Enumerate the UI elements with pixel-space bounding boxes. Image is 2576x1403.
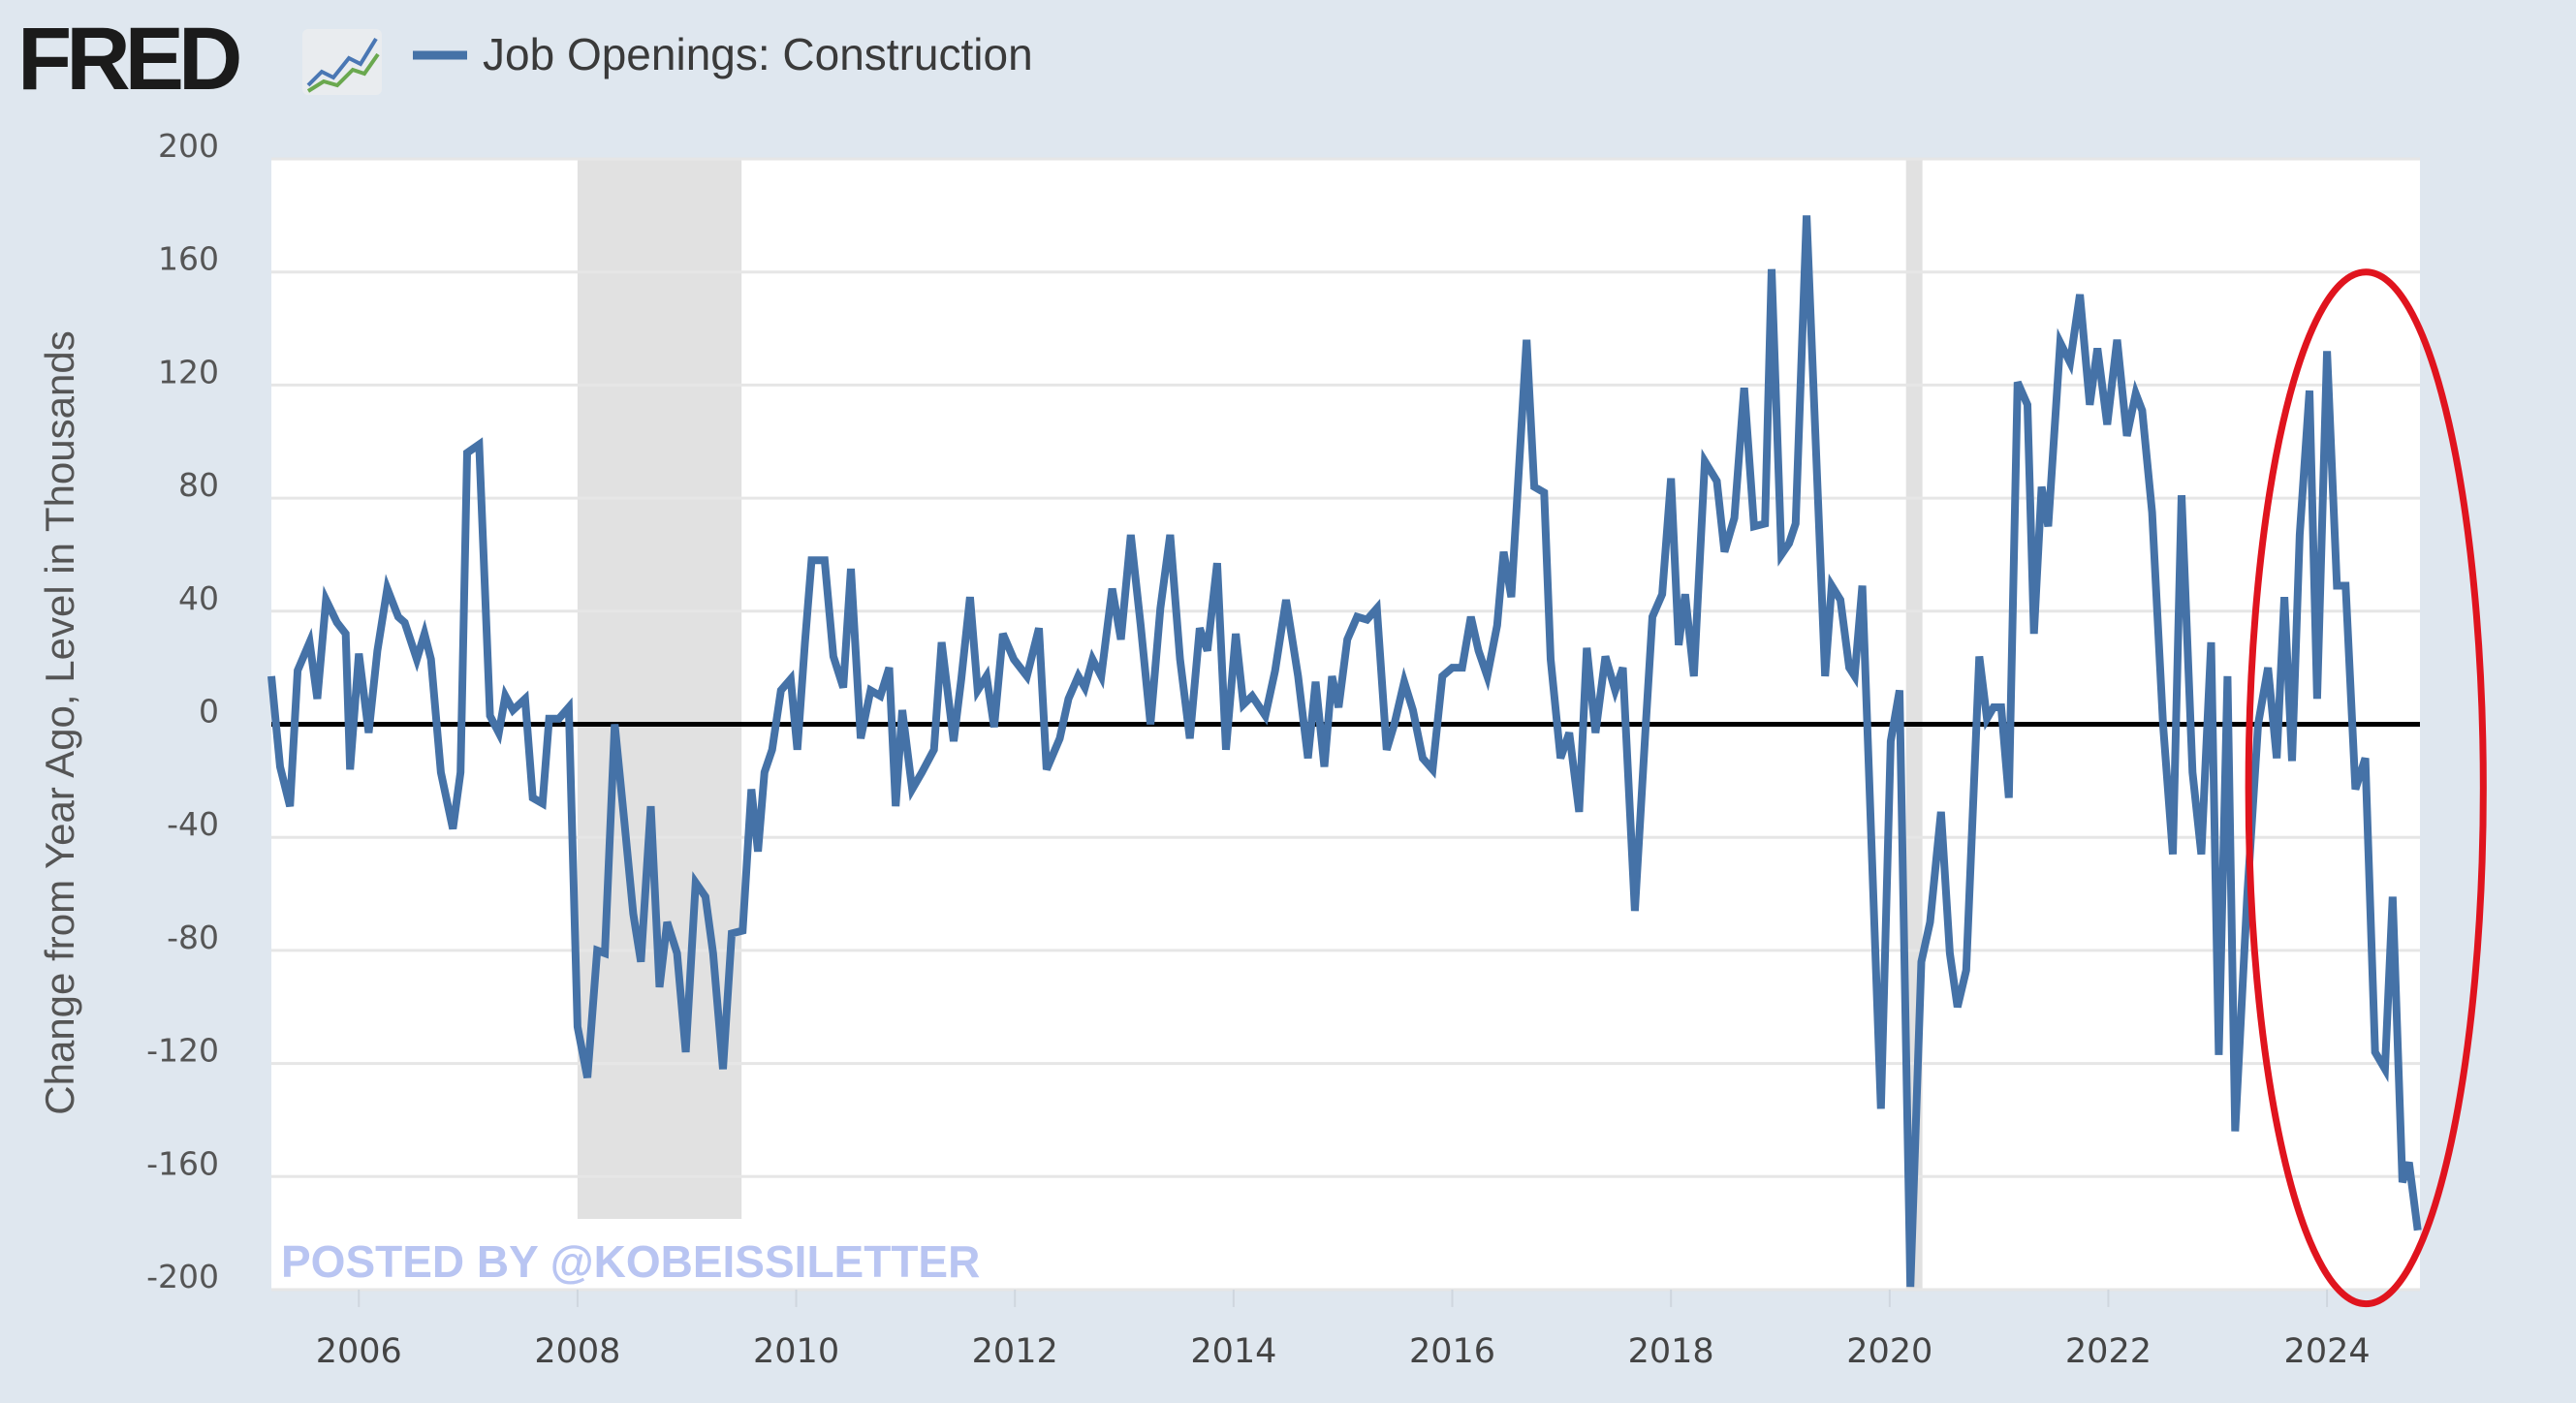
- header: FRED Job Openings: Construction: [17, 10, 1033, 109]
- y-tick-label: 0: [199, 693, 219, 731]
- highlight-ellipse: [2245, 268, 2487, 1308]
- watermark: POSTED BY @KOBEISSILETTER: [281, 1236, 980, 1287]
- y-tick-label: 200: [158, 127, 219, 165]
- x-tick-label: 2020: [1846, 1332, 1932, 1371]
- y-tick-label: 40: [178, 579, 219, 617]
- x-tick-label: 2012: [972, 1332, 1058, 1371]
- legend-label[interactable]: Job Openings: Construction: [483, 29, 1033, 79]
- x-tick-label: 2006: [316, 1332, 402, 1371]
- x-tick-label: 2022: [2065, 1332, 2152, 1371]
- y-axis-title: Change from Year Ago, Level in Thousands: [37, 330, 82, 1114]
- recession-band: [577, 159, 742, 1220]
- y-tick-label: -40: [167, 805, 219, 843]
- gridlines: [271, 157, 2420, 1292]
- y-tick-label: 120: [158, 353, 219, 390]
- x-axis-ticks: 2006 2008 2010 2012 2014 2016 2018 2020 2022 2024: [316, 1290, 2371, 1371]
- series-line-job-openings-construction: [267, 215, 2422, 1288]
- y-tick-label: -80: [167, 919, 219, 956]
- x-tick-label: 2010: [753, 1332, 839, 1371]
- y-tick-label: 160: [158, 240, 219, 278]
- y-tick-label: -200: [146, 1258, 219, 1295]
- line-chart-icon: [302, 29, 382, 95]
- x-tick-label: 2008: [534, 1332, 620, 1371]
- fred-logo: FRED: [17, 10, 239, 109]
- x-tick-label: 2024: [2284, 1332, 2371, 1371]
- x-tick-label: 2016: [1409, 1332, 1495, 1371]
- x-tick-label: 2014: [1190, 1332, 1276, 1371]
- y-axis-ticks: 200 160 120 80 40 0 -40 -80 -120 -160 -200: [146, 127, 219, 1295]
- x-tick-label: 2018: [1628, 1332, 1714, 1371]
- y-tick-label: -160: [146, 1144, 219, 1182]
- y-tick-label: 80: [178, 466, 219, 504]
- y-tick-label: -120: [146, 1032, 219, 1070]
